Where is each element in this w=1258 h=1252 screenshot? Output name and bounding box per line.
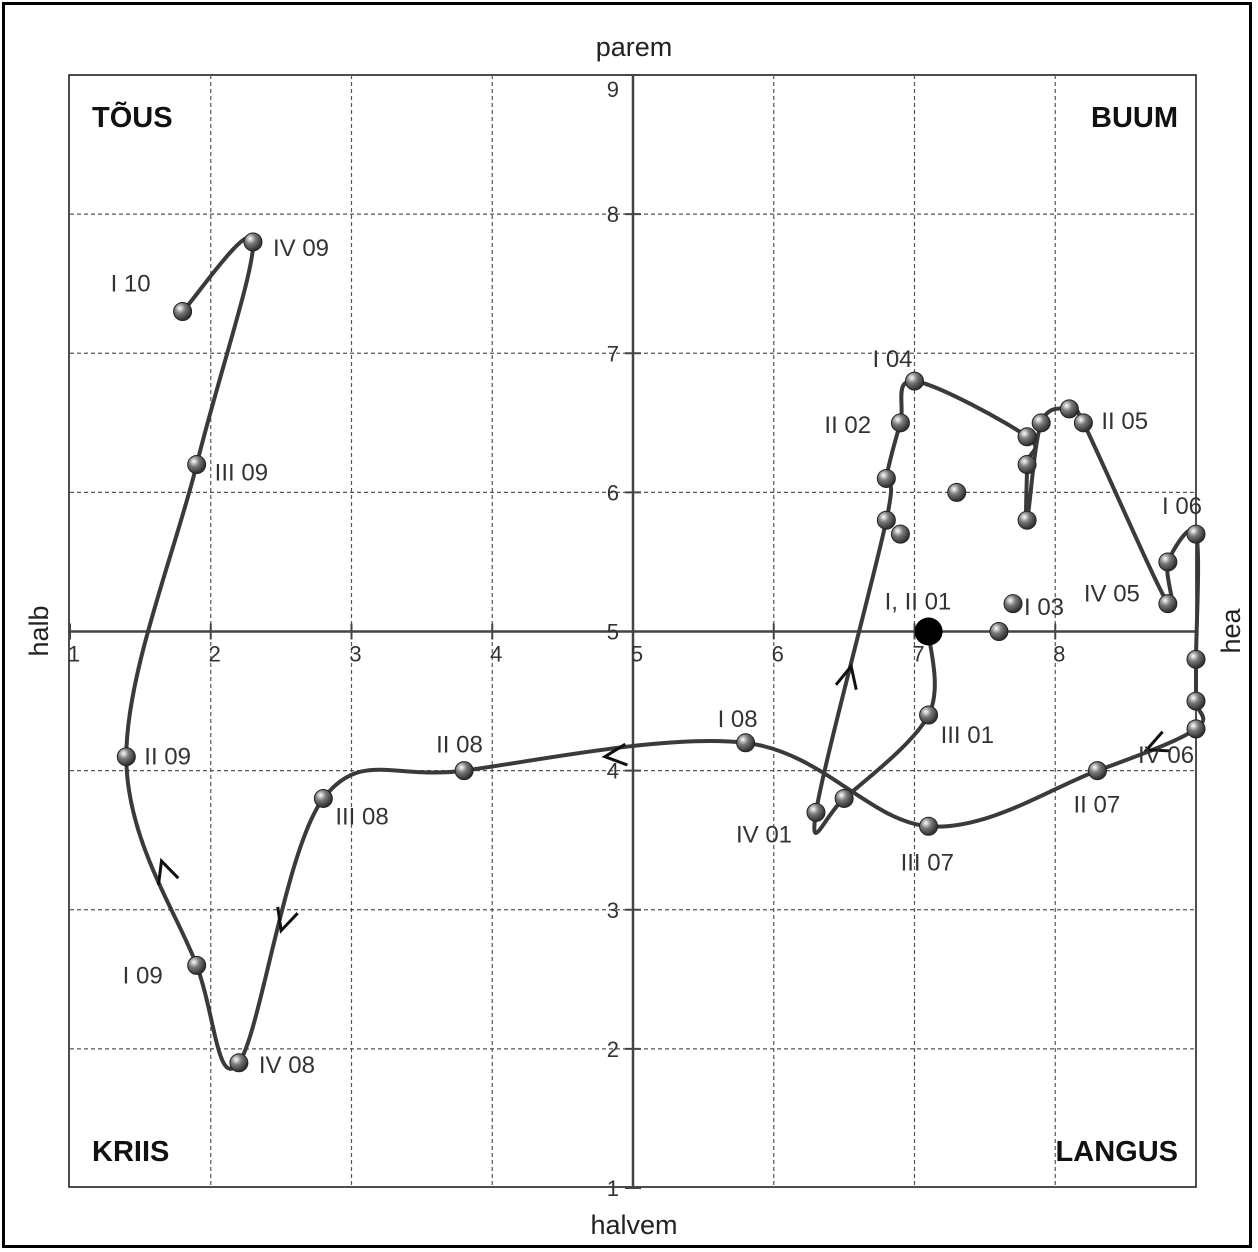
data-point — [876, 510, 896, 530]
point-label: III 01 — [941, 722, 994, 749]
point-label: III 08 — [335, 803, 388, 830]
data-point — [1003, 594, 1023, 614]
x-tick-label: 7 — [912, 642, 924, 667]
point-label: II 08 — [436, 732, 483, 759]
data-point — [890, 524, 910, 544]
data-point — [1186, 691, 1206, 711]
data-point — [187, 455, 207, 475]
data-point — [1017, 455, 1037, 475]
quadrant-bottom-right: LANGUS — [1056, 1136, 1178, 1168]
axis-title-bottom: halvem — [590, 1210, 677, 1240]
data-points — [116, 232, 1206, 1073]
point-label: III 09 — [215, 460, 268, 487]
point-label: II 07 — [1073, 792, 1120, 819]
axis-title-right: hea — [1216, 607, 1246, 653]
direction-arrow — [276, 906, 299, 934]
x-tick-label: 6 — [772, 642, 784, 667]
data-point — [1087, 761, 1107, 781]
point-label: IV 08 — [259, 1052, 315, 1079]
trajectory-line — [124, 235, 1206, 1071]
data-point — [834, 788, 854, 808]
point-label: I 08 — [718, 706, 758, 733]
point-label: III 07 — [901, 849, 954, 876]
data-point — [947, 482, 967, 502]
axis-title-top: parem — [596, 32, 673, 62]
direction-arrow — [1143, 730, 1171, 753]
direction-arrow — [834, 662, 858, 691]
x-tick-label: 1 — [68, 642, 80, 667]
point-label: II 02 — [824, 412, 871, 439]
y-tick-label: 3 — [607, 898, 619, 923]
point-label: I 06 — [1162, 493, 1202, 520]
x-tick-label: 5 — [631, 642, 643, 667]
data-point — [736, 733, 756, 753]
data-point — [454, 761, 474, 781]
data-point — [243, 232, 263, 252]
data-point — [1158, 552, 1178, 572]
data-point — [1186, 524, 1206, 544]
y-tick-label: 1 — [607, 1176, 619, 1201]
data-point — [919, 816, 939, 836]
data-point — [1186, 719, 1206, 739]
data-point — [173, 302, 193, 322]
data-point — [1017, 510, 1037, 530]
y-tick-label: 4 — [607, 759, 619, 784]
x-tick-label: 2 — [209, 642, 221, 667]
data-point — [1031, 413, 1051, 433]
direction-arrow — [601, 742, 628, 767]
point-label: I 09 — [123, 962, 163, 989]
y-tick-label: 5 — [607, 620, 619, 645]
point-label: II 09 — [144, 744, 191, 771]
point-label: I, II 01 — [885, 589, 952, 616]
y-tick-label: 8 — [607, 202, 619, 227]
y-tick-label: 7 — [607, 341, 619, 366]
point-label: IV 05 — [1084, 581, 1140, 608]
quadrant-top-right: BUUM — [1091, 102, 1178, 134]
data-point — [1186, 649, 1206, 669]
data-point — [1017, 427, 1037, 447]
data-point — [1158, 594, 1178, 614]
trajectory — [124, 235, 1206, 1071]
data-point — [890, 413, 910, 433]
point-label: IV 06 — [1138, 742, 1194, 769]
direction-arrow — [157, 857, 180, 886]
data-point — [187, 955, 207, 975]
data-point — [1073, 413, 1093, 433]
x-tick-label: 8 — [1053, 642, 1065, 667]
data-point — [905, 371, 924, 391]
data-point — [229, 1053, 249, 1073]
current-point — [914, 617, 943, 646]
point-label: II 05 — [1101, 408, 1148, 435]
y-tick-label: 2 — [607, 1037, 619, 1062]
quadrant-top-left: TÕUS — [92, 100, 173, 134]
data-point — [1059, 399, 1079, 419]
point-label-extra: I 03 — [1024, 594, 1064, 621]
data-point — [919, 705, 939, 725]
point-labels: I, II 01 III 01 IV 01 II 02 I 04 II 05 IV 05 I … — [111, 235, 1202, 1079]
data-point — [313, 788, 333, 808]
data-point — [989, 622, 1009, 641]
data-point — [876, 468, 896, 488]
point-label: I 10 — [111, 271, 151, 298]
tick-labels: 1 2 3 4 5 6 7 8 1 2 3 4 5 6 7 8 9 — [68, 74, 1065, 1201]
x-tick-label: 3 — [349, 642, 361, 667]
x-tick-label: 4 — [490, 642, 502, 667]
axis-title-left: halb — [24, 605, 54, 656]
data-point — [806, 802, 826, 822]
quadrant-bottom-left: KRIIS — [92, 1136, 169, 1168]
y-tick-label: 9 — [607, 77, 619, 102]
data-point — [116, 747, 136, 767]
point-label: IV 01 — [736, 821, 792, 848]
point-label: I 04 — [873, 346, 913, 373]
y-tick-label: 6 — [607, 480, 619, 505]
point-label: IV 09 — [273, 235, 329, 262]
